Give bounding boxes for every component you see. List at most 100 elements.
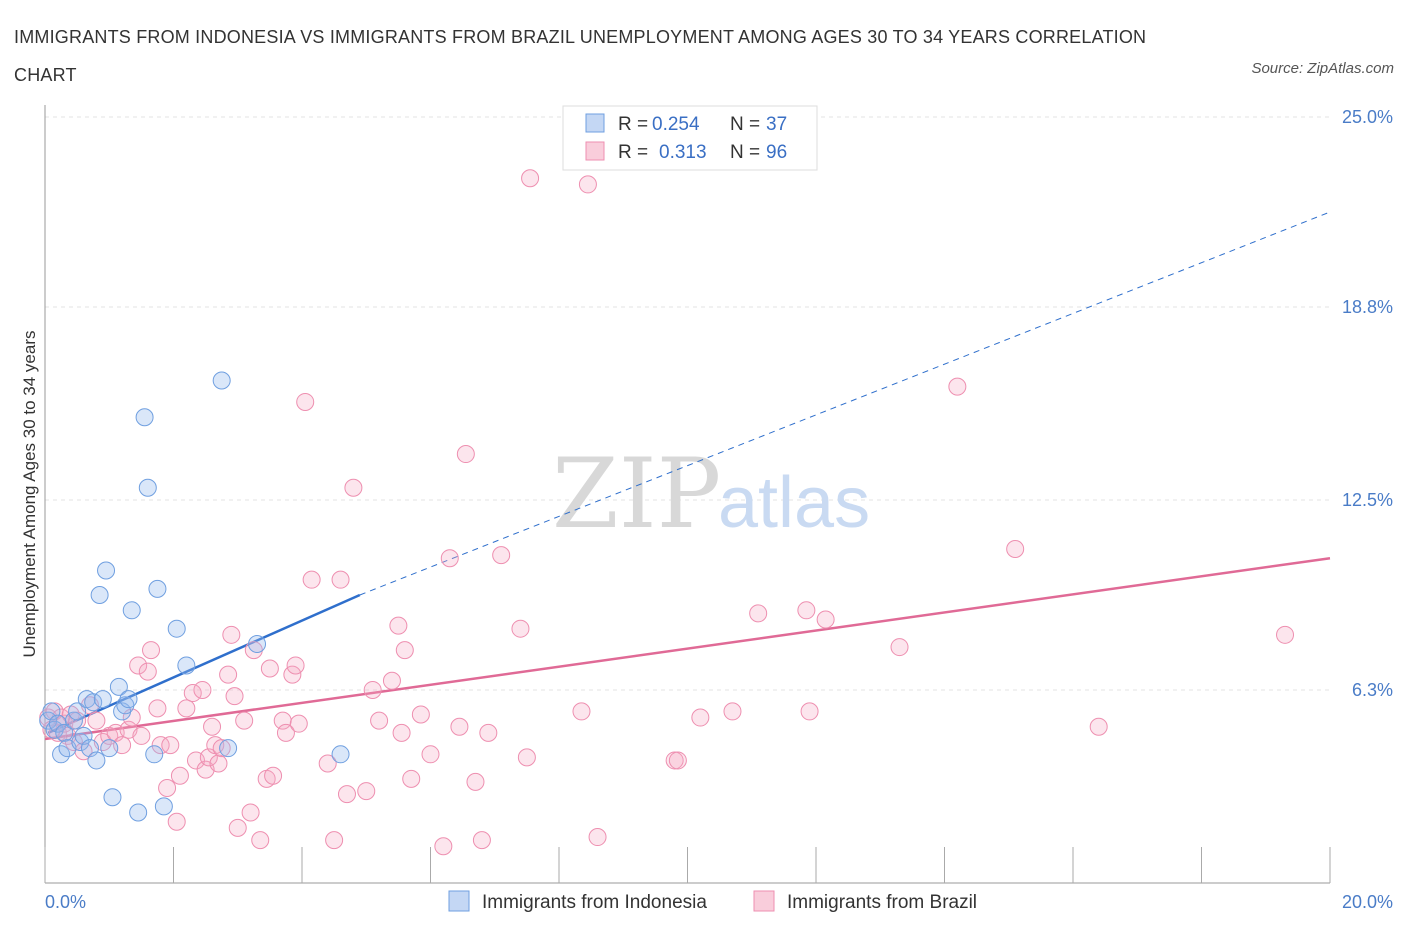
point-brazil-29 (177, 699, 196, 718)
point-brazil-81 (517, 748, 536, 767)
point-brazil-90 (749, 604, 768, 623)
point-brazil-93 (816, 610, 835, 629)
point-brazil-20 (132, 726, 151, 745)
point-brazil-35 (203, 717, 222, 736)
point-brazil-23 (148, 699, 167, 718)
point-indonesia-20 (109, 677, 128, 696)
point-indonesia-19 (103, 788, 122, 807)
point-brazil-96 (1006, 540, 1025, 559)
point-brazil-98 (1276, 625, 1295, 644)
y-tick-labels: 6.3% 12.5% 18.8% 25.0% (1342, 107, 1393, 700)
point-indonesia-33 (212, 371, 231, 390)
legend-n-label-brazil: N = (730, 142, 760, 163)
source-label: Source: ZipAtlas.com (1251, 60, 1394, 77)
point-brazil-78 (479, 723, 498, 742)
point-brazil-74 (450, 717, 469, 736)
point-brazil-82 (521, 169, 540, 188)
bottom-legend-label-brazil: Immigrants from Brazil (787, 892, 977, 913)
point-indonesia-14 (87, 751, 106, 770)
legend-swatch-indonesia (585, 113, 605, 133)
legend-frame (562, 105, 818, 171)
legend-n-value-indonesia: 37 (766, 114, 787, 135)
point-brazil-97 (1089, 717, 1108, 736)
point-brazil-57 (318, 754, 337, 773)
point-indonesia-30 (154, 797, 173, 816)
point-brazil-49 (264, 766, 283, 785)
point-indonesia-16 (93, 690, 112, 709)
point-brazil-67 (392, 723, 411, 742)
point-brazil-71 (421, 745, 440, 764)
point-brazil-30 (183, 684, 202, 703)
point-indonesia-36 (331, 745, 350, 764)
legend-swatch-brazil (585, 141, 605, 161)
bottom-legend-swatch-indonesia (448, 890, 470, 912)
point-brazil-77 (472, 831, 491, 850)
legend-r-label-brazil: R = (618, 142, 648, 163)
point-brazil-59 (331, 570, 350, 589)
point-brazil-70 (411, 705, 430, 724)
point-indonesia-13 (84, 693, 103, 712)
point-brazil-84 (578, 175, 597, 194)
x-tick-labels: 0.0% 20.0% (45, 892, 1393, 912)
point-brazil-38 (212, 739, 231, 758)
y-tick-label-2: 18.8% (1342, 297, 1393, 317)
bottom-legend: Immigrants from Indonesia Immigrants fro… (448, 890, 977, 913)
point-brazil-40 (222, 625, 241, 644)
point-indonesia-23 (119, 690, 138, 709)
y-tick-label-3: 25.0% (1342, 107, 1393, 127)
point-brazil-28 (170, 766, 189, 785)
point-brazil-51 (276, 723, 295, 742)
point-brazil-65 (382, 671, 401, 690)
point-indonesia-25 (129, 803, 148, 822)
point-brazil-55 (296, 392, 315, 411)
point-indonesia-27 (138, 478, 157, 497)
point-indonesia-26 (135, 408, 154, 427)
point-brazil-88 (691, 708, 710, 727)
legend-r-label-indonesia: R = (618, 114, 648, 135)
chart-title: IMMIGRANTS FROM INDONESIA VS IMMIGRANTS … (14, 27, 1147, 85)
point-brazil-68 (395, 641, 414, 660)
point-brazil-24 (151, 736, 170, 755)
point-brazil-43 (235, 711, 254, 730)
point-indonesia-8 (68, 702, 87, 721)
point-brazil-73 (440, 549, 459, 568)
point-brazil-64 (370, 711, 389, 730)
point-brazil-39 (219, 665, 238, 684)
point-brazil-89 (723, 702, 742, 721)
point-brazil-26 (161, 736, 180, 755)
point-brazil-25 (158, 779, 177, 798)
watermark-zip: ZIP (552, 438, 721, 550)
point-indonesia-31 (167, 619, 186, 638)
legend-r-value-indonesia: 0.254 (652, 114, 700, 135)
point-indonesia-18 (100, 739, 119, 758)
legend: R = 0.254 N = 37 R = 0.313 N = 96 (562, 105, 818, 171)
point-brazil-54 (289, 714, 308, 733)
scatter-points (39, 169, 1295, 856)
point-brazil-41 (225, 687, 244, 706)
point-brazil-92 (800, 702, 819, 721)
point-brazil-19 (129, 656, 148, 675)
legend-r-value-brazil: 0.313 (659, 142, 707, 163)
point-indonesia-5 (55, 723, 74, 742)
point-brazil-37 (209, 754, 228, 773)
point-brazil-72 (434, 837, 453, 856)
y-axis-label: Unemployment Among Ages 30 to 34 years (20, 331, 39, 658)
point-indonesia-32 (177, 656, 196, 675)
legend-n-value-brazil: 96 (766, 142, 787, 163)
point-brazil-58 (325, 831, 344, 850)
point-brazil-3 (48, 723, 67, 742)
point-brazil-69 (402, 769, 421, 788)
trend-line-indonesia (47, 593, 361, 735)
point-brazil-22 (142, 641, 161, 660)
point-indonesia-15 (90, 585, 109, 604)
point-indonesia-29 (148, 579, 167, 598)
point-brazil-62 (357, 782, 376, 801)
gridlines (45, 116, 1330, 691)
x-tick-label-1: 20.0% (1342, 892, 1393, 912)
point-brazil-76 (466, 772, 485, 791)
point-brazil-80 (511, 619, 530, 638)
y-tick-label-1: 12.5% (1342, 490, 1393, 510)
y-tick-label-0: 6.3% (1352, 680, 1393, 700)
point-brazil-75 (456, 445, 475, 464)
